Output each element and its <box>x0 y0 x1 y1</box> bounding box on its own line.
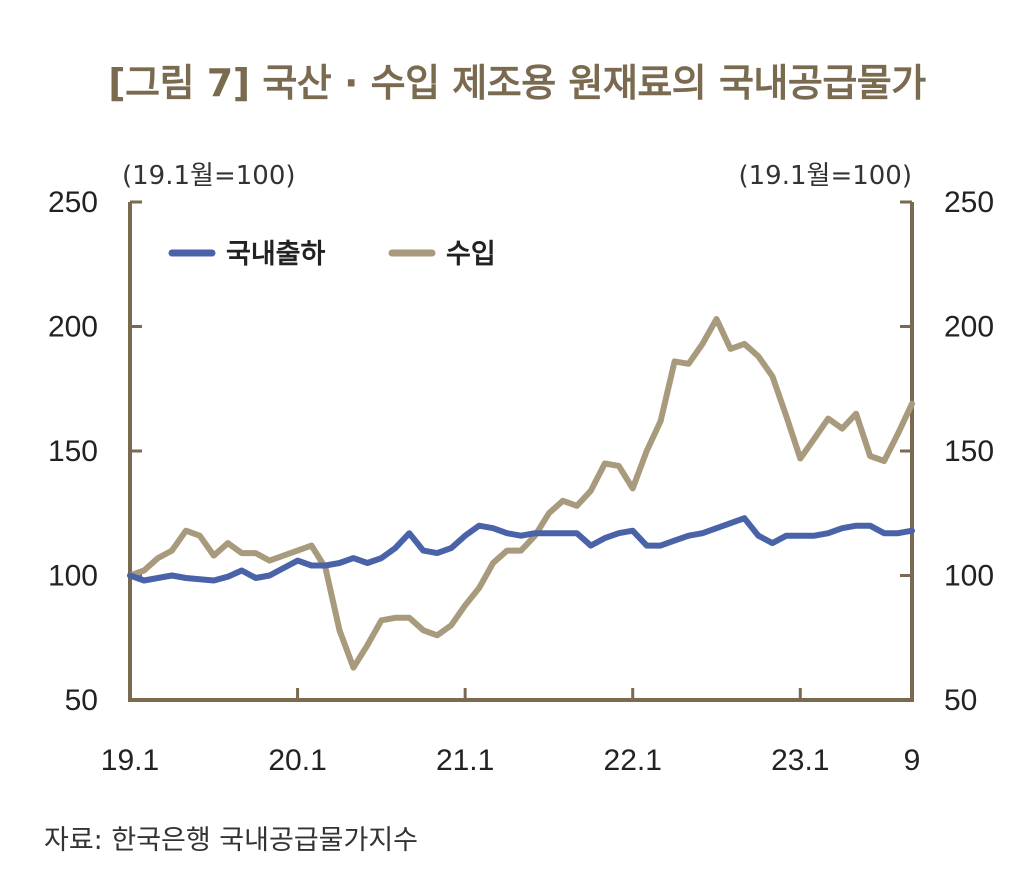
right-axis-unit: (19.1월=100) <box>738 161 912 191</box>
y-tick-label-right: 50 <box>944 684 977 717</box>
y-tick-label-right: 200 <box>944 311 994 344</box>
left-axis-unit: (19.1월=100) <box>122 161 296 191</box>
chart-legend: 국내출하 수입 <box>168 239 496 270</box>
series-line-domestic <box>127 515 915 584</box>
y-tick-label-left: 50 <box>65 684 98 717</box>
y-tick-label-left: 150 <box>48 435 98 468</box>
y-tick-label-left: 100 <box>48 560 98 593</box>
x-tick-label: 23.1 <box>771 744 829 777</box>
y-tick-label-right: 150 <box>944 435 994 468</box>
chart-ticks: 50 50 100 100 150 150 200 200 250 250 19.1 20.1 21.1… <box>48 186 994 777</box>
x-tick-label: 19.1 <box>101 744 159 777</box>
legend-item-domestic-label: 국내출하 <box>226 239 326 270</box>
x-tick-label: 9 <box>904 744 921 777</box>
series-line-import <box>127 316 915 671</box>
source-note: 자료: 한국은행 국내공급물가지수 <box>44 825 419 856</box>
y-tick-label-left: 250 <box>48 186 98 219</box>
chart-title: [그림 7] 국산 · 수입 제조용 원재료의 국내공급물가 <box>108 61 926 105</box>
x-tick-label: 22.1 <box>604 744 662 777</box>
x-tick-label: 21.1 <box>436 744 494 777</box>
legend-item-import-label: 수입 <box>446 239 496 270</box>
y-tick-label-right: 250 <box>944 186 994 219</box>
y-tick-label-right: 100 <box>944 560 994 593</box>
y-tick-label-left: 200 <box>48 311 98 344</box>
chart-series <box>127 316 915 671</box>
x-tick-label: 20.1 <box>268 744 326 777</box>
